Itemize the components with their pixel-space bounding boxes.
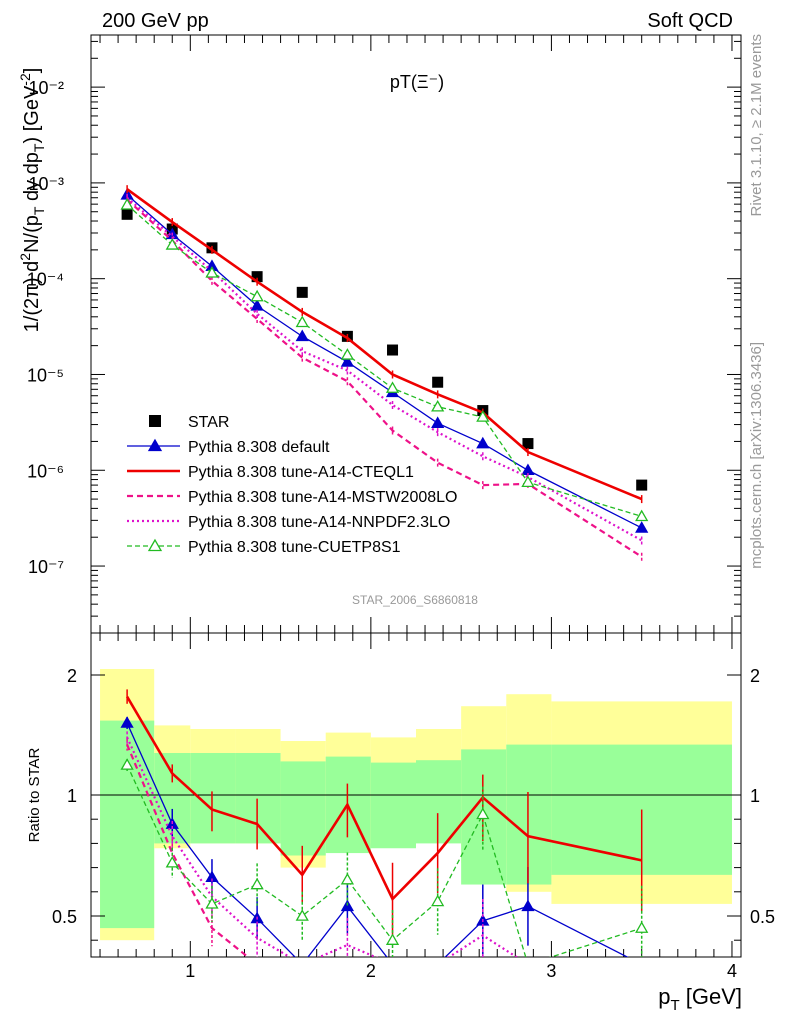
ratio-band-green bbox=[190, 753, 236, 844]
star-data-point bbox=[636, 479, 648, 491]
mstw-line bbox=[126, 198, 643, 558]
cuetp8s1-ratio-point bbox=[340, 872, 355, 885]
cuetp8s1-ratio-point bbox=[431, 894, 445, 907]
star-data-point bbox=[522, 438, 534, 450]
cuetp8s1-data-point bbox=[250, 289, 264, 302]
legend-label: STAR bbox=[188, 414, 229, 431]
ratio-y-tick-label-right: 1 bbox=[750, 786, 760, 806]
main-y-axis-label: 1/(2π) d2N/(pT dy dpT) [GeV-2] bbox=[17, 68, 47, 333]
legend-triangle-filled bbox=[147, 438, 163, 452]
legend-entry-mstw: Pythia 8.308 tune-A14-MSTW2008LO bbox=[127, 489, 457, 506]
header-right-label: Soft QCD bbox=[647, 10, 733, 32]
cuetp8s1-ratio-point bbox=[250, 877, 264, 890]
cuetp8s1-ratio-point bbox=[205, 897, 219, 909]
legend-entry-star: STAR bbox=[149, 414, 229, 431]
legend-triangle-open bbox=[147, 538, 163, 552]
default-data-point bbox=[521, 463, 535, 476]
cuetp8s1-ratio-line bbox=[126, 764, 642, 957]
cuetp8s1-data-point bbox=[165, 238, 179, 250]
ratio-x-tick-label: 3 bbox=[546, 961, 556, 981]
nnpdf-ratio-line bbox=[126, 736, 519, 957]
ratio-x-tick-label: 4 bbox=[727, 961, 737, 981]
legend-label: Pythia 8.308 tune-CUETP8S1 bbox=[188, 539, 401, 556]
default-data-point bbox=[295, 329, 309, 342]
star-data-point bbox=[251, 271, 263, 283]
ratio-band-green bbox=[280, 761, 326, 856]
ratio-band-green bbox=[506, 744, 552, 885]
legend-label: Pythia 8.308 tune-A14-MSTW2008LO bbox=[188, 489, 457, 506]
legend-entry-cteql1: Pythia 8.308 tune-A14-CTEQL1 bbox=[127, 464, 414, 481]
star-data-point bbox=[296, 286, 308, 298]
cuetp8s1-data-point bbox=[431, 399, 445, 412]
ratio-y-tick-label-right: 2 bbox=[750, 666, 760, 686]
default-data-point bbox=[340, 355, 355, 367]
legend-label: Pythia 8.308 default bbox=[188, 439, 330, 456]
cuetp8s1-ratio-point bbox=[385, 933, 400, 945]
cuetp8s1-data-point bbox=[120, 198, 134, 210]
cuetp8s1-ratio-point bbox=[476, 807, 490, 820]
cuetp8s1-ratio-point bbox=[635, 921, 649, 933]
cuetp8s1-ratio-point bbox=[295, 909, 309, 921]
legend-star-marker bbox=[149, 415, 161, 427]
ratio-y-tick-label-left: 1 bbox=[67, 786, 77, 806]
cuetp8s1-ratio-point bbox=[165, 855, 179, 868]
ratio-y-axis-label: Ratio to STAR bbox=[26, 747, 43, 842]
default-ratio-point bbox=[340, 899, 355, 912]
legend-label: Pythia 8.308 tune-A14-NNPDF2.3LO bbox=[188, 514, 450, 531]
ratio-y-tick-label-left: 2 bbox=[67, 666, 77, 686]
mstw-ratio-line bbox=[126, 744, 250, 957]
legend-entry-default: Pythia 8.308 default bbox=[127, 438, 330, 456]
ratio-series-nnpdf bbox=[126, 731, 519, 957]
legend-entry-nnpdf: Pythia 8.308 tune-A14-NNPDF2.3LO bbox=[127, 514, 450, 531]
default-data-point bbox=[635, 521, 649, 533]
default-data-point bbox=[431, 416, 445, 428]
ratio-x-tick-label: 1 bbox=[185, 961, 195, 981]
default-ratio-point bbox=[120, 716, 134, 728]
cuetp8s1-data-point bbox=[521, 475, 535, 488]
main-watermark: STAR_2006_S6860818 bbox=[352, 593, 478, 607]
star-data-point bbox=[387, 344, 399, 356]
default-data-point bbox=[476, 436, 490, 449]
cuetp8s1-ratio-point bbox=[120, 758, 134, 770]
cuetp8s1-data-point bbox=[295, 315, 309, 328]
ratio-series-cuetp8s1 bbox=[120, 758, 649, 957]
main-y-tick-label: 10⁻³ bbox=[28, 174, 64, 194]
ratio-band-green bbox=[100, 720, 155, 929]
cuetp8s1-data-point bbox=[205, 266, 219, 278]
legend: STAR Pythia 8.308 default Pythia 8.308 tun… bbox=[127, 414, 457, 556]
series-nnpdf bbox=[126, 193, 643, 545]
ratio-band-green bbox=[235, 753, 281, 844]
legend-label: Pythia 8.308 tune-A14-CTEQL1 bbox=[188, 464, 414, 481]
header-left-label: 200 GeV pp bbox=[102, 10, 209, 32]
series-cuetp8s1 bbox=[120, 198, 649, 522]
legend-entry-cuetp8s1: Pythia 8.308 tune-CUETP8S1 bbox=[127, 538, 401, 556]
mcplots-label: mcplots.cern.ch [arXiv:1306.3436] bbox=[748, 342, 765, 569]
main-y-tick-label: 10⁻⁴ bbox=[27, 270, 64, 290]
ratio-x-tick-label: 2 bbox=[366, 961, 376, 981]
x-axis-label: pT [GeV] bbox=[658, 984, 742, 1014]
rivet-version-label: Rivet 3.1.10, ≥ 2.1M events bbox=[748, 34, 765, 217]
star-data-point bbox=[121, 208, 133, 220]
cuetp8s1-data-point bbox=[635, 509, 649, 522]
main-y-tick-label: 10⁻⁵ bbox=[27, 365, 64, 385]
default-ratio-point bbox=[521, 899, 535, 912]
ratio-y-tick-label-right: 0.5 bbox=[750, 907, 775, 927]
main-plot: 10⁻⁷ 10⁻⁶ 10⁻⁵ 10⁻⁴ 10⁻³ 10⁻² pT(Ξ⁻) STAR_200… bbox=[27, 34, 742, 634]
main-y-tick-label: 10⁻⁷ bbox=[28, 557, 64, 577]
main-y-tick-label: 10⁻⁶ bbox=[27, 461, 64, 481]
main-y-tick-label: 10⁻² bbox=[28, 78, 64, 98]
cuetp8s1-data-point bbox=[476, 410, 490, 422]
ratio-band-green bbox=[370, 762, 416, 849]
main-plot-title: pT(Ξ⁻) bbox=[390, 72, 444, 92]
ratio-y-tick-label-left: 0.5 bbox=[52, 907, 77, 927]
ratio-plot: 0.5 0.5 1 1 2 2 1 2 3 4 bbox=[52, 632, 775, 981]
ratio-band-green bbox=[416, 760, 462, 844]
cuetp8s1-data-point bbox=[385, 381, 400, 393]
star-data-point bbox=[432, 376, 444, 388]
cuetp8s1-data-point bbox=[340, 348, 355, 360]
